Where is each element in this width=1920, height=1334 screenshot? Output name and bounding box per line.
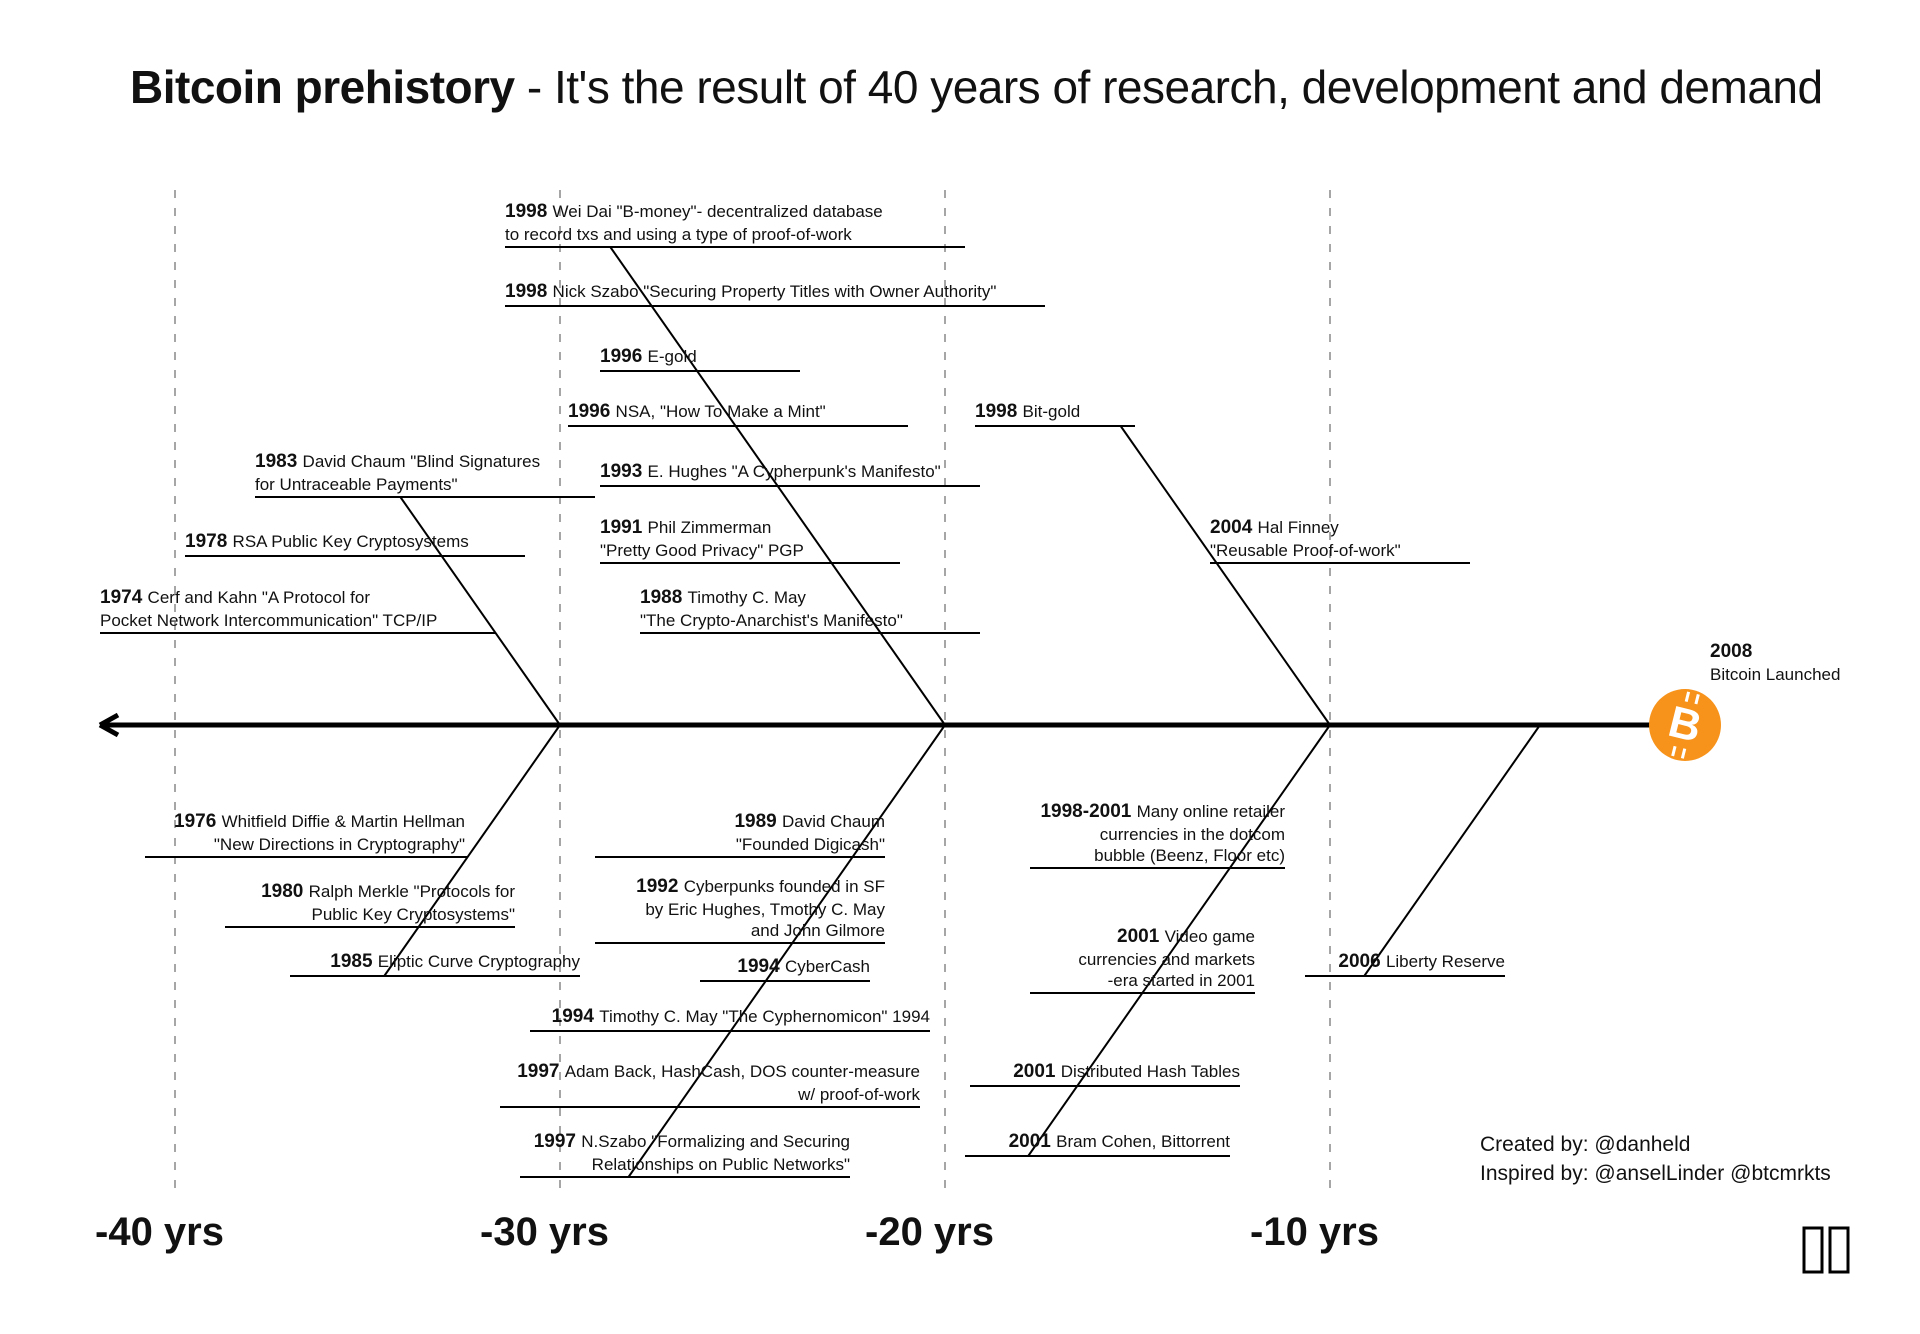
entry-year: 1988 (640, 587, 688, 608)
entry-text: CyberCash (785, 957, 870, 976)
timeline-entry: 1992 Cyberpunks founded in SF by Eric Hu… (595, 875, 885, 941)
entry-year: 1993 (600, 461, 648, 482)
axis-label: -20 yrs (865, 1210, 994, 1255)
entry-text: Cerf and Kahn "A Protocol for Pocket Net… (100, 588, 437, 630)
timeline-entry: 1988 Timothy C. May "The Crypto-Anarchis… (640, 586, 980, 631)
timeline-entry: 1994 CyberCash (700, 955, 870, 979)
axis-label: -40 yrs (95, 1210, 224, 1255)
entry-year: 1994 (552, 1006, 600, 1027)
entry-year: 2001 (1117, 926, 1165, 947)
entry-text: Adam Back, HashCash, DOS counter-measure… (565, 1062, 920, 1104)
entry-year: 1997 (517, 1061, 565, 1082)
entry-text: Nick Szabo "Securing Property Titles wit… (553, 282, 997, 301)
entry-year: 1983 (255, 451, 303, 472)
timeline-entry: 1989 David Chaum "Founded Digicash" (595, 810, 885, 855)
entry-year: 1978 (185, 531, 233, 552)
entry-year: 1998-2001 (1040, 801, 1136, 822)
credits-inspired: Inspired by: @anselLinder @btcmrkts (1480, 1162, 1831, 1185)
entry-text: Timothy C. May "The Cyphernomicon" 1994 (599, 1007, 930, 1026)
entry-year: 1996 (600, 346, 648, 367)
axis-label: -10 yrs (1250, 1210, 1379, 1255)
entry-year: 1976 (174, 811, 222, 832)
entry-year: 2006 (1338, 951, 1386, 972)
entry-text: NSA, "How To Make a Mint" (616, 402, 826, 421)
entry-year: 2001 (1009, 1131, 1057, 1152)
entry-text: Whitfield Diffie & Martin Hellman "New D… (214, 812, 465, 854)
timeline-entry: 1998 Wei Dai "B-money"- decentralized da… (505, 200, 965, 245)
entry-text: E. Hughes "A Cypherpunk's Manifesto" (648, 462, 941, 481)
entry-year: 1974 (100, 587, 148, 608)
timeline-entry: 1985 Eliptic Curve Cryptography (290, 950, 580, 974)
timeline-entry: 1998 Nick Szabo "Securing Property Title… (505, 280, 1045, 304)
entry-year: 1998 (975, 401, 1023, 422)
launch-year: 2008 (1710, 641, 1752, 662)
entry-text: E-gold (648, 347, 697, 366)
entry-text: Wei Dai "B-money"- decentralized databas… (505, 202, 883, 244)
timeline-entry: 1980 Ralph Merkle "Protocols for Public … (225, 880, 515, 925)
entry-text: Bram Cohen, Bittorrent (1056, 1132, 1230, 1151)
credits-created: Created by: @danheld (1480, 1133, 1690, 1156)
page: Bitcoin prehistory - It's the result of … (0, 0, 1920, 1334)
timeline-entry: 1993 E. Hughes "A Cypherpunk's Manifesto… (600, 460, 980, 484)
timeline-entry: 1978 RSA Public Key Cryptosystems (185, 530, 525, 554)
entry-year: 1980 (261, 881, 309, 902)
timeline-entry: 1998 Bit-gold (975, 400, 1135, 424)
timeline-entry: 1983 David Chaum "Blind Signatures for U… (255, 450, 595, 495)
timeline-entry: 1997 Adam Back, HashCash, DOS counter-me… (500, 1060, 920, 1105)
entry-year: 1992 (636, 876, 684, 897)
entry-year: 1991 (600, 517, 648, 538)
entry-text: Eliptic Curve Cryptography (378, 952, 580, 971)
entry-year: 1985 (330, 951, 378, 972)
timeline-entry: 1991 Phil Zimmerman "Pretty Good Privacy… (600, 516, 900, 561)
launch-text: Bitcoin Launched (1710, 665, 1840, 684)
entry-text: Distributed Hash Tables (1061, 1062, 1240, 1081)
timeline-entry: 1998-2001 Many online retailer currencie… (1030, 800, 1285, 866)
entry-text: Liberty Reserve (1386, 952, 1505, 971)
entry-year: 1998 (505, 201, 553, 222)
entry-year: 1994 (737, 956, 785, 977)
entry-text: Ralph Merkle "Protocols for Public Key C… (309, 882, 515, 924)
entry-year: 1998 (505, 281, 553, 302)
timeline-entry: 2001 Distributed Hash Tables (970, 1060, 1240, 1084)
timeline-entry: 2006 Liberty Reserve (1305, 950, 1505, 974)
axis-label: -30 yrs (480, 1210, 609, 1255)
entry-year: 1989 (734, 811, 782, 832)
entry-year: 2004 (1210, 517, 1258, 538)
launch-label: 2008 Bitcoin Launched (1710, 640, 1840, 685)
timeline-entry: 1974 Cerf and Kahn "A Protocol for Pocke… (100, 586, 480, 631)
entry-text: Bit-gold (1023, 402, 1081, 421)
timeline-entry: 1994 Timothy C. May "The Cyphernomicon" … (530, 1005, 930, 1029)
entry-year: 2001 (1013, 1061, 1061, 1082)
timeline-entry: 1996 E-gold (600, 345, 800, 369)
entry-text: Video game currencies and markets -era s… (1078, 927, 1255, 990)
logo-icon (1802, 1226, 1850, 1274)
timeline-entry: 2001 Bram Cohen, Bittorrent (965, 1130, 1230, 1154)
entry-year: 1996 (568, 401, 616, 422)
timeline-entry: 1997 N.Szabo "Formalizing and Securing R… (520, 1130, 850, 1175)
timeline-entry: 2004 Hal Finney "Reusable Proof-of-work" (1210, 516, 1470, 561)
entry-text: N.Szabo "Formalizing and Securing Relati… (581, 1132, 850, 1174)
bitcoin-icon: B (1649, 689, 1721, 761)
timeline-entry: 1996 NSA, "How To Make a Mint" (568, 400, 908, 424)
entry-text: RSA Public Key Cryptosystems (233, 532, 469, 551)
credits: Created by: @danheld Inspired by: @ansel… (1480, 1130, 1831, 1189)
bitcoin-glyph: B (1664, 697, 1707, 753)
timeline-entry: 2001 Video game currencies and markets -… (1030, 925, 1255, 991)
timeline-entry: 1976 Whitfield Diffie & Martin Hellman "… (145, 810, 465, 855)
entry-year: 1997 (534, 1131, 582, 1152)
